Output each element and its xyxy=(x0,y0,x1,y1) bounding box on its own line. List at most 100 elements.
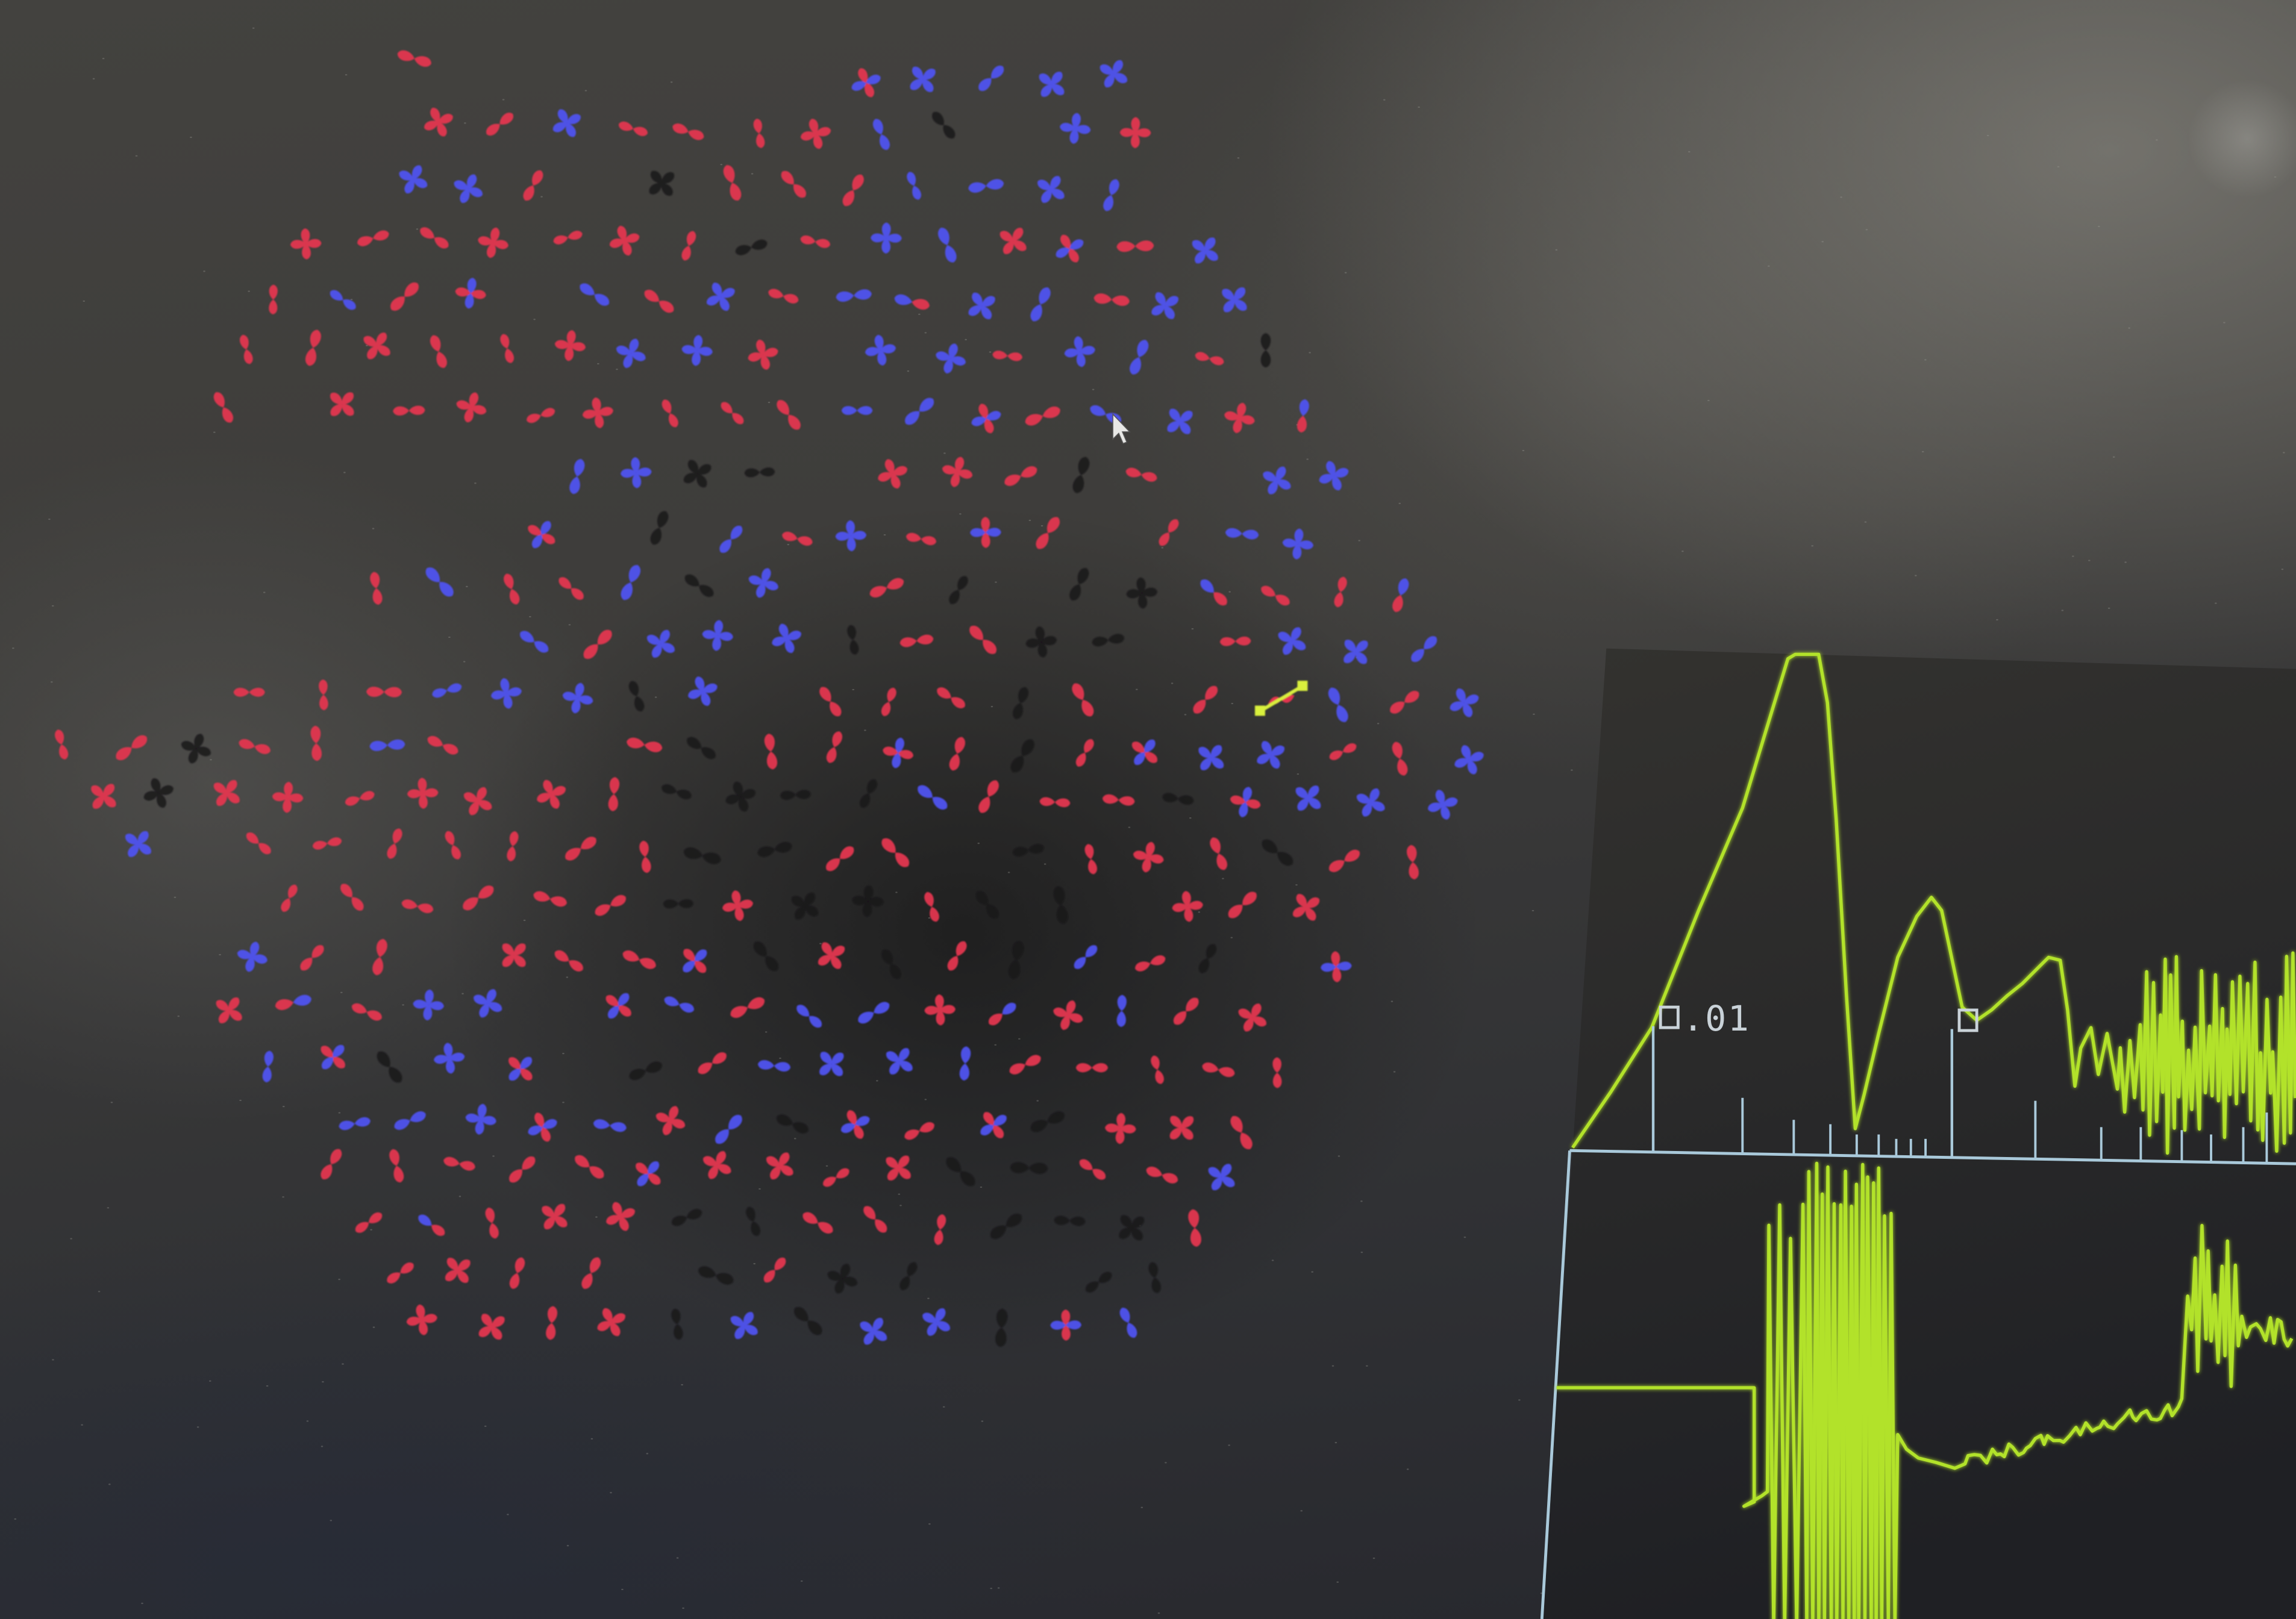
two-lobe-orbital-icon[interactable] xyxy=(460,883,496,913)
four-lobe-orbital-icon[interactable] xyxy=(320,382,364,426)
four-lobe-orbital-icon[interactable] xyxy=(271,781,304,814)
four-lobe-orbital-icon[interactable] xyxy=(1200,1155,1243,1199)
two-lobe-orbital-icon[interactable] xyxy=(923,891,941,923)
four-lobe-orbital-icon[interactable] xyxy=(553,328,588,363)
two-lobe-orbital-icon[interactable] xyxy=(801,1210,836,1237)
two-lobe-orbital-icon[interactable] xyxy=(680,230,698,262)
two-lobe-orbital-icon[interactable] xyxy=(338,881,366,913)
four-lobe-orbital-icon[interactable] xyxy=(901,57,944,101)
two-lobe-orbital-icon[interactable] xyxy=(780,790,811,800)
four-lobe-orbital-icon[interactable] xyxy=(177,729,216,769)
four-lobe-orbital-icon[interactable] xyxy=(1250,734,1292,776)
four-lobe-orbital-icon[interactable] xyxy=(1110,1206,1154,1250)
four-lobe-orbital-icon[interactable] xyxy=(418,102,459,143)
two-lobe-orbital-icon[interactable] xyxy=(581,627,615,662)
four-lobe-orbital-icon[interactable] xyxy=(960,284,1003,327)
two-lobe-orbital-icon[interactable] xyxy=(986,1000,1018,1028)
four-lobe-orbital-icon[interactable] xyxy=(640,623,682,665)
two-lobe-orbital-icon[interactable] xyxy=(976,63,1007,94)
two-lobe-orbital-icon[interactable] xyxy=(712,1112,745,1146)
two-lobe-orbital-icon[interactable] xyxy=(719,400,746,426)
two-lobe-orbital-icon[interactable] xyxy=(1029,1109,1066,1134)
four-lobe-orbital-icon[interactable] xyxy=(1319,950,1353,983)
two-lobe-orbital-icon[interactable] xyxy=(757,841,793,858)
two-lobe-orbital-icon[interactable] xyxy=(868,576,906,600)
two-lobe-orbital-icon[interactable] xyxy=(683,846,722,866)
four-lobe-orbital-icon[interactable] xyxy=(651,1100,691,1141)
two-lobe-orbital-icon[interactable] xyxy=(532,890,568,908)
two-lobe-orbital-icon[interactable] xyxy=(757,1059,791,1072)
two-lobe-orbital-icon[interactable] xyxy=(1272,1057,1282,1088)
two-lobe-orbital-icon[interactable] xyxy=(269,284,278,314)
two-lobe-orbital-icon[interactable] xyxy=(1003,464,1039,488)
two-lobe-orbital-icon[interactable] xyxy=(374,1049,405,1085)
four-lobe-orbital-icon[interactable] xyxy=(1271,620,1313,662)
four-lobe-orbital-icon[interactable] xyxy=(1350,782,1392,823)
four-lobe-orbital-icon[interactable] xyxy=(533,1195,576,1238)
two-lobe-orbital-icon[interactable] xyxy=(825,730,844,764)
four-lobe-orbital-icon[interactable] xyxy=(1334,630,1378,674)
two-lobe-orbital-icon[interactable] xyxy=(1409,634,1440,665)
four-lobe-orbital-icon[interactable] xyxy=(683,672,722,711)
two-lobe-orbital-icon[interactable] xyxy=(484,1206,500,1240)
four-lobe-orbital-icon[interactable] xyxy=(470,1305,513,1349)
four-lobe-orbital-icon[interactable] xyxy=(878,1040,921,1083)
four-lobe-orbital-icon[interactable] xyxy=(721,777,760,816)
four-lobe-orbital-icon[interactable] xyxy=(467,982,508,1024)
two-lobe-orbital-icon[interactable] xyxy=(799,234,831,249)
four-lobe-orbital-icon[interactable] xyxy=(1424,785,1462,824)
two-lobe-orbital-icon[interactable] xyxy=(1102,794,1135,806)
two-lobe-orbital-icon[interactable] xyxy=(1150,1055,1165,1085)
two-lobe-orbital-icon[interactable] xyxy=(1197,943,1219,975)
two-lobe-orbital-icon[interactable] xyxy=(239,334,254,365)
two-lobe-orbital-icon[interactable] xyxy=(745,1206,762,1237)
two-lobe-orbital-icon[interactable] xyxy=(734,238,768,257)
two-lobe-orbital-icon[interactable] xyxy=(781,530,813,547)
four-lobe-orbital-icon[interactable] xyxy=(1183,229,1227,272)
two-lobe-orbital-icon[interactable] xyxy=(902,1120,936,1142)
four-lobe-orbital-icon[interactable] xyxy=(605,221,643,260)
four-lobe-orbital-icon[interactable] xyxy=(436,1249,480,1293)
two-lobe-orbital-icon[interactable] xyxy=(974,889,1001,920)
two-lobe-orbital-icon[interactable] xyxy=(1007,1053,1043,1077)
two-lobe-orbital-icon[interactable] xyxy=(767,287,799,305)
two-lobe-orbital-icon[interactable] xyxy=(1125,466,1158,483)
two-lobe-orbital-icon[interactable] xyxy=(319,679,328,711)
two-lobe-orbital-icon[interactable] xyxy=(401,898,434,914)
selected-orbital-glyph[interactable] xyxy=(1254,681,1308,716)
two-lobe-orbital-icon[interactable] xyxy=(794,1002,824,1030)
two-lobe-orbital-icon[interactable] xyxy=(1071,455,1091,494)
two-lobe-orbital-icon[interactable] xyxy=(1198,576,1230,608)
four-lobe-orbital-icon[interactable] xyxy=(1050,1309,1082,1341)
two-lobe-orbital-icon[interactable] xyxy=(1333,576,1348,608)
two-lobe-orbital-icon[interactable] xyxy=(593,893,628,919)
four-lobe-orbital-icon[interactable] xyxy=(1125,576,1159,610)
two-lobe-orbital-icon[interactable] xyxy=(54,729,70,761)
two-lobe-orbital-icon[interactable] xyxy=(775,1112,810,1135)
two-lobe-orbital-icon[interactable] xyxy=(906,532,937,546)
two-lobe-orbital-icon[interactable] xyxy=(1092,633,1125,647)
four-lobe-orbital-icon[interactable] xyxy=(448,168,489,209)
two-lobe-orbital-icon[interactable] xyxy=(1127,338,1150,376)
two-lobe-orbital-icon[interactable] xyxy=(1194,351,1225,366)
two-lobe-orbital-icon[interactable] xyxy=(1068,566,1091,602)
four-lobe-orbital-icon[interactable] xyxy=(475,224,511,261)
two-lobe-orbital-icon[interactable] xyxy=(608,777,620,812)
four-lobe-orbital-icon[interactable] xyxy=(463,1102,498,1137)
four-lobe-orbital-icon[interactable] xyxy=(580,395,616,431)
four-lobe-orbital-icon[interactable] xyxy=(939,453,977,491)
four-lobe-orbital-icon[interactable] xyxy=(619,456,652,489)
two-lobe-orbital-icon[interactable] xyxy=(1008,737,1037,775)
four-lobe-orbital-icon[interactable] xyxy=(863,332,898,368)
two-lobe-orbital-icon[interactable] xyxy=(1039,797,1071,808)
four-lobe-orbital-icon[interactable] xyxy=(139,773,178,813)
two-lobe-orbital-icon[interactable] xyxy=(366,687,402,697)
two-lobe-orbital-icon[interactable] xyxy=(1024,404,1062,428)
four-lobe-orbital-icon[interactable] xyxy=(1030,168,1072,211)
two-lobe-orbital-icon[interactable] xyxy=(861,1203,889,1235)
two-lobe-orbital-icon[interactable] xyxy=(1011,686,1030,720)
two-lobe-orbital-icon[interactable] xyxy=(1225,528,1259,540)
two-lobe-orbital-icon[interactable] xyxy=(817,685,844,719)
four-lobe-orbital-icon[interactable] xyxy=(233,938,271,976)
four-lobe-orbital-icon[interactable] xyxy=(432,1041,467,1076)
